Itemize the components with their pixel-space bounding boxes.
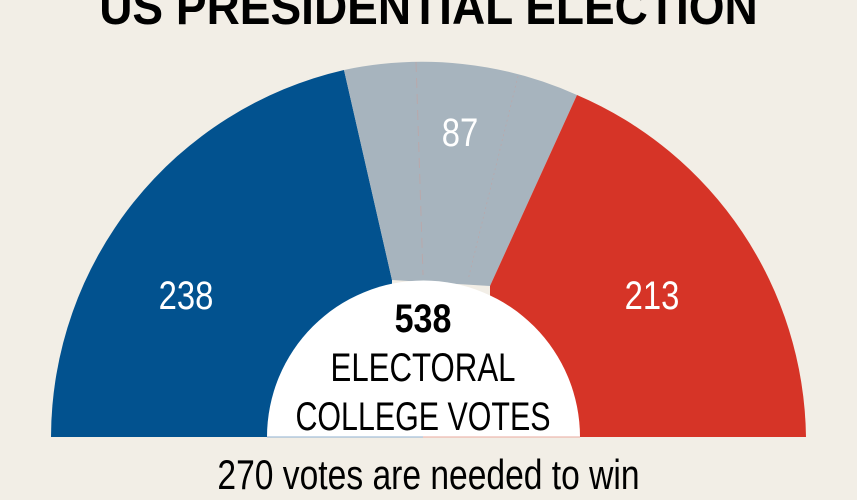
segment-gray-value: 87 [441,111,479,155]
segment-red-value: 213 [624,274,680,318]
center-total: 538 [394,297,452,341]
gray-divider-1 [415,61,424,276]
chart-title: US PRESIDENTIAL ELECTION [99,0,758,35]
segment-blue-value: 238 [158,274,214,318]
segment-gray [344,61,577,287]
segment-red [490,95,806,437]
center-hole [267,280,580,437]
footnote: 270 votes are needed to win [217,451,640,498]
gray-divider-2 [467,75,519,281]
center-label-line1: ELECTORAL [330,346,516,390]
half-donut-chart [51,61,806,438]
center-label-line2: COLLEGE VOTES [295,395,551,439]
